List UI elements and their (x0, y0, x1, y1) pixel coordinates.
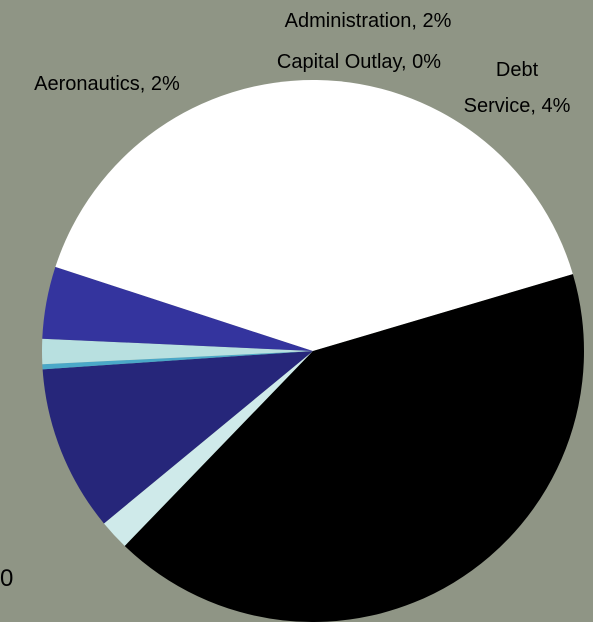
pie-slice-1 (42, 351, 314, 524)
label-administration: Administration, 2% (285, 10, 452, 32)
pie-slice-0 (103, 351, 313, 546)
label-road-line-1: State Road & Bridge (355, 359, 537, 381)
pie-slice-6 (124, 274, 584, 622)
pie-slice-4 (42, 266, 313, 351)
pie-slice-2 (42, 351, 313, 370)
stray-text: 0 (0, 565, 13, 592)
pie-slice-3 (41, 338, 313, 365)
label-debt-line-1: Debt (496, 59, 539, 81)
label-aeronautics: Aeronautics, 2% (34, 73, 180, 95)
label-road-line-3: 40% (426, 419, 466, 441)
label-capital-outlay: Capital Outlay, 0% (277, 51, 441, 73)
label-road-line-2: and Maintenance, (366, 389, 525, 411)
pie-slice-5 (55, 79, 573, 352)
label-debt-line-2: Service, 4% (464, 95, 571, 117)
pie-slices (41, 79, 584, 622)
